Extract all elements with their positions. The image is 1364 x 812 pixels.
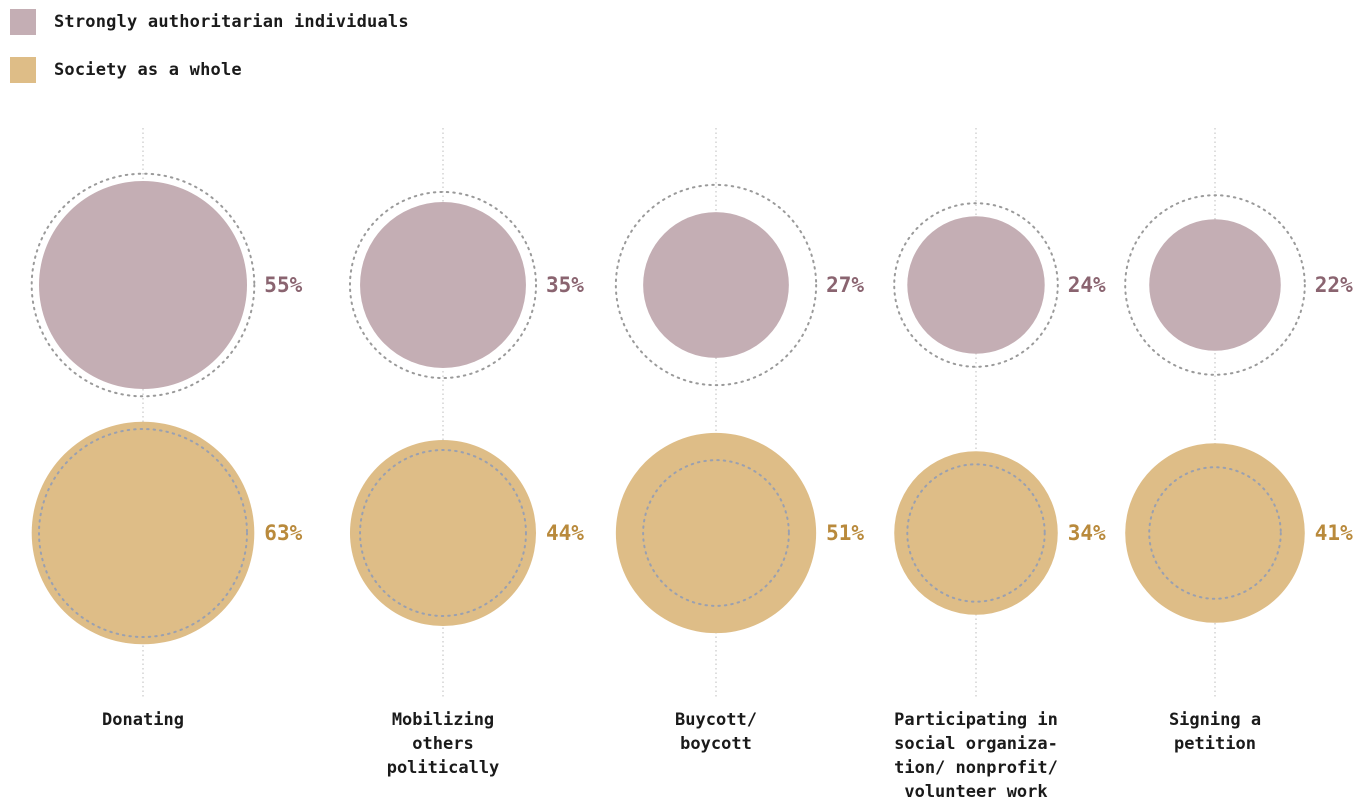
authoritarian-bubble (39, 181, 247, 389)
authoritarian-reference-ring (348, 190, 538, 380)
society-value-label: 51% (826, 521, 864, 545)
legend-label-society: Society as a whole (54, 60, 242, 80)
authoritarian-value-label: 22% (1315, 273, 1353, 297)
category-label: Buycott/boycott (675, 710, 757, 754)
category-label: Participating in social organiza-tion/ no… (894, 710, 1058, 802)
category-label: Donating (102, 710, 184, 730)
society-value-label: 34% (1068, 521, 1106, 545)
society-bubble (615, 432, 817, 634)
authoritarian-bubble (1149, 219, 1281, 351)
society-bubble (31, 421, 255, 645)
society-value-label: 63% (264, 521, 302, 545)
authoritarian-reference-ring (1124, 194, 1306, 376)
authoritarian-value-label: 55% (264, 273, 302, 297)
society-reference-ring (359, 449, 527, 617)
society-bubble (349, 439, 537, 627)
society-reference-ring (1148, 466, 1282, 600)
legend-label-authoritarian: Strongly authoritarian individuals (54, 12, 409, 32)
society-value-label: 44% (546, 521, 584, 545)
society-bubble (894, 451, 1058, 615)
society-bubble (1125, 443, 1305, 623)
category-label: Signing a petition (1169, 710, 1261, 754)
society-value-label: 41% (1315, 521, 1353, 545)
authoritarian-bubble (643, 212, 789, 358)
authoritarian-value-label: 35% (546, 273, 584, 297)
legend-swatch-society (10, 57, 36, 83)
society-reference-ring (38, 428, 248, 638)
society-reference-ring (906, 463, 1046, 603)
authoritarian-bubble (360, 202, 526, 368)
authoritarian-value-label: 24% (1068, 273, 1106, 297)
legend: Strongly authoritarian individuals Socie… (10, 8, 409, 104)
authoritarian-value-label: 27% (826, 273, 864, 297)
category-label: Mobilizing others politically (387, 710, 500, 778)
authoritarian-bubble (907, 216, 1045, 354)
legend-swatch-authoritarian (10, 9, 36, 35)
legend-item-authoritarian: Strongly authoritarian individuals (10, 8, 409, 36)
society-reference-ring (642, 459, 790, 607)
authoritarian-reference-ring (614, 183, 818, 387)
authoritarian-reference-ring (893, 202, 1059, 368)
authoritarian-reference-ring (30, 172, 256, 398)
legend-item-society: Society as a whole (10, 56, 409, 84)
